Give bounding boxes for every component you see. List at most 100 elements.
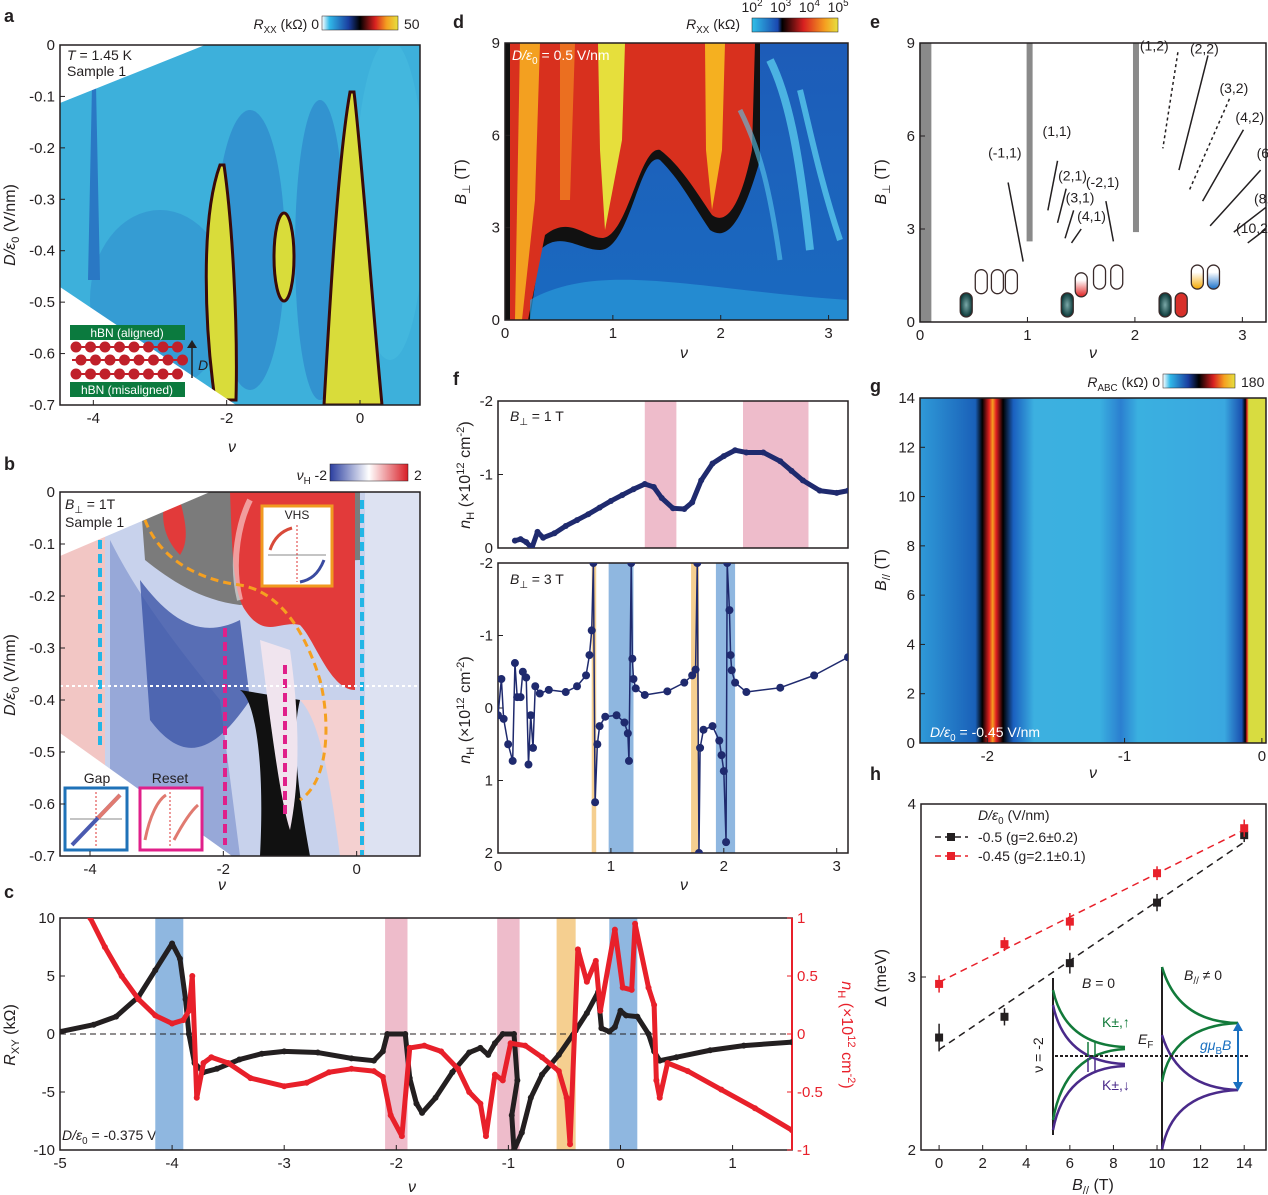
data-point [531, 682, 540, 691]
x-tick-label: 2 [979, 1155, 987, 1172]
chern-line [1162, 52, 1179, 149]
data-point [845, 487, 848, 494]
data-point [528, 545, 535, 548]
data-point [1065, 917, 1074, 926]
data-point [760, 449, 767, 456]
data-point [516, 693, 525, 702]
state-pill-icon [959, 292, 973, 318]
spin-up-label: K±,↑ [1102, 1014, 1130, 1030]
data-point [1065, 959, 1074, 968]
data-point [723, 563, 732, 567]
y-tick-label: 0 [47, 37, 55, 54]
data-point [113, 1013, 120, 1020]
y-axis-label: D/ε0 (V/nm) [2, 634, 22, 716]
data-point [225, 1060, 232, 1066]
x-axis-label: ν [228, 439, 236, 456]
fermi-level-label: EF [1138, 1031, 1153, 1051]
y-tick-label: -0.1 [29, 536, 55, 553]
y-tick-label: 9 [907, 35, 915, 52]
chern-line [1056, 188, 1067, 223]
x-tick-label: -4 [87, 410, 100, 427]
data-point [799, 477, 806, 484]
x-tick-label: 0 [356, 410, 364, 427]
data-point [1000, 940, 1009, 949]
y-tick-label: 2 [908, 1142, 916, 1159]
y-tick-label: -0.3 [29, 191, 55, 208]
state-pill-icon [974, 269, 988, 295]
series-1 [498, 563, 848, 853]
data-point [370, 1068, 377, 1075]
data-point [499, 1031, 506, 1037]
y-tick-label: -2 [480, 393, 493, 410]
field-label-f3: B⊥ = 3 T [510, 571, 564, 591]
data-point [651, 1002, 658, 1008]
y-tick-label: -10 [33, 1142, 55, 1159]
data-point [539, 1054, 546, 1061]
data-point [517, 536, 524, 543]
data-point [152, 1012, 159, 1019]
y2-tick-label: -0.5 [797, 1084, 823, 1101]
data-point [281, 1048, 288, 1055]
legend-entry: -0.45 (g=2.1±0.1) [978, 848, 1086, 864]
chern-line [1209, 169, 1262, 227]
colorbar-g-label: RABC (kΩ) 0 [1087, 374, 1160, 394]
data-point [522, 673, 531, 682]
x-tick-label: -5 [53, 1155, 66, 1172]
colorbar-a [321, 15, 399, 31]
data-point [185, 1007, 192, 1014]
data-point [628, 986, 635, 993]
data-point [182, 996, 189, 1003]
x-tick-label: 1 [1023, 327, 1031, 344]
panel-e-axes [919, 42, 1267, 323]
data-point [689, 499, 696, 506]
integer-filling-bar [1132, 43, 1139, 233]
x-tick-label: 3 [833, 858, 841, 875]
panel-d-heatmap [505, 43, 848, 320]
data-point [630, 486, 637, 493]
data-point [518, 1129, 525, 1136]
data-point [406, 1044, 413, 1051]
series-1 [511, 447, 848, 548]
data-point [413, 1100, 420, 1107]
y-tick-label: -0.4 [29, 692, 55, 709]
legend-marker [947, 852, 955, 860]
data-point [673, 1054, 680, 1061]
x-tick-label: 12 [1192, 1155, 1209, 1172]
data-point [555, 1068, 562, 1075]
data-point [348, 1055, 355, 1062]
displacement-label: D [198, 357, 208, 373]
data-point [101, 944, 108, 950]
y-tick-label: -0.6 [29, 796, 55, 813]
data-point [607, 497, 614, 504]
zeeman-splitting-label: gμBB [1200, 1037, 1231, 1057]
data-point [449, 1069, 456, 1076]
y-tick-label: 6 [492, 127, 500, 144]
x-tick-label: 1 [728, 1155, 736, 1172]
data-point [731, 678, 740, 687]
data-point [777, 458, 784, 465]
data-point [504, 740, 513, 749]
vhs-inset: VHS [260, 504, 334, 588]
data-point [370, 1057, 377, 1064]
data-point [720, 453, 727, 460]
state-pill-icon [1110, 264, 1124, 290]
data-point [715, 736, 724, 745]
data-point [619, 492, 626, 499]
data-point [491, 1040, 498, 1047]
y-tick-label: 5 [47, 968, 55, 985]
y-tick-label: 2 [907, 686, 915, 703]
data-point [632, 920, 639, 927]
panel-label-d: d [453, 12, 464, 32]
displacement-field-label-d: D/ε0 = 0.5 V/nm [512, 47, 610, 67]
y-tick-label: 4 [907, 636, 915, 653]
chern-line-label: (2,1) [1058, 168, 1087, 184]
data-point [844, 653, 848, 662]
x-axis-label: ν [218, 877, 226, 894]
data-point [432, 1094, 439, 1101]
x-tick-label: 2 [720, 858, 728, 875]
data-point [200, 1060, 207, 1066]
data-point [707, 1047, 714, 1054]
data-point [624, 756, 633, 765]
y-axis-label: Δ (meV) [873, 949, 890, 1007]
data-point [326, 1069, 333, 1076]
